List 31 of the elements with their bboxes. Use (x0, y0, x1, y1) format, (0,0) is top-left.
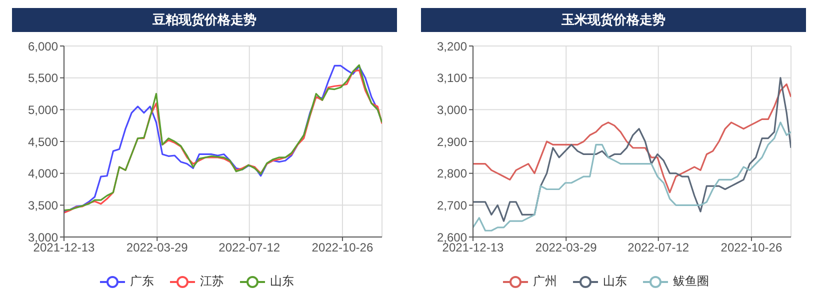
x-tick-label: 2022-03-29 (126, 240, 188, 255)
x-tick-label: 2022-07-12 (628, 240, 690, 255)
legend-label: 山东 (603, 273, 627, 290)
y-tick-label: 2,800 (436, 166, 468, 181)
y-tick-label: 3,000 (436, 102, 468, 117)
y-tick-label: 2,600 (436, 230, 468, 244)
y-tick-label: 4,500 (28, 134, 58, 149)
y-tick-label: 5,500 (28, 71, 58, 86)
y-tick-label: 6,000 (28, 39, 58, 54)
y-tick-label: 2,700 (436, 198, 468, 212)
x-tick-label: 2022-07-12 (218, 240, 280, 255)
legend-label: 山东 (270, 273, 294, 290)
chart-title: 玉米现货价格走势 (421, 8, 806, 32)
y-tick-label: 4,000 (28, 166, 58, 181)
line-series (473, 122, 791, 232)
y-tick-label: 3,000 (28, 230, 58, 244)
chart-title: 豆粕现货价格走势 (12, 8, 397, 32)
y-tick-label: 5,000 (28, 102, 58, 117)
legend-label: 广东 (130, 273, 154, 290)
y-tick-label: 3,100 (436, 71, 468, 86)
x-tick-label: 2022-10-26 (720, 240, 782, 255)
y-tick-label: 3,500 (28, 198, 58, 212)
legend-label: 鲅鱼圈 (673, 273, 709, 290)
x-tick-label: 2022-10-26 (312, 240, 374, 255)
legend-label: 江苏 (200, 273, 224, 290)
y-tick-label: 2,900 (436, 134, 468, 149)
y-tick-label: 3,200 (436, 39, 468, 54)
x-tick-label: 2022-03-29 (535, 240, 598, 255)
legend-label: 广州 (533, 273, 557, 290)
line-series (473, 83, 791, 194)
line-series (473, 77, 791, 222)
